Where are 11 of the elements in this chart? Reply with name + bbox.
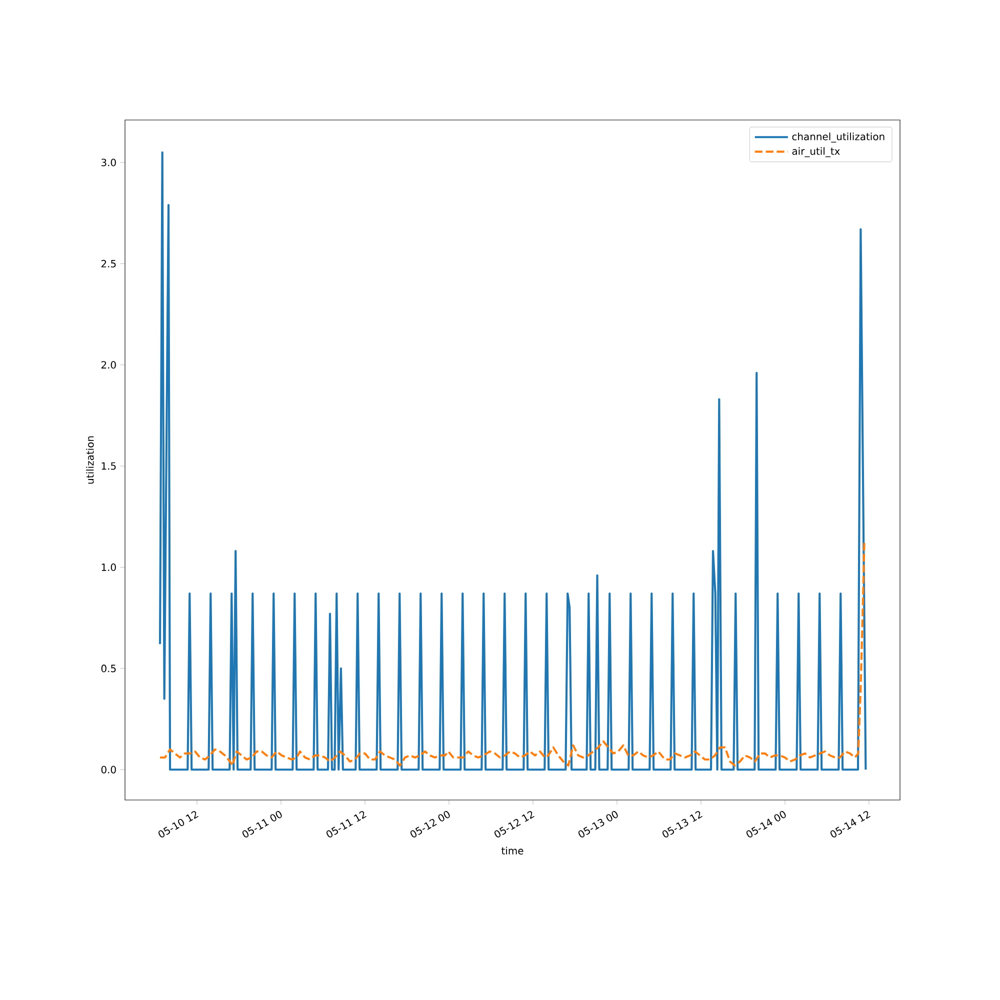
y-tick-label: 2.0 [101,361,116,369]
y-tick-label: 3.0 [101,158,116,166]
legend-label: channel_utilization [792,132,884,143]
y-tick-label: 1.0 [102,563,116,572]
y-tick-label: 1.5 [102,462,116,470]
y-tick-label: 2.5 [101,260,116,268]
legend-label: air_util_tx [792,147,840,158]
y-axis-title: utilization [86,436,94,484]
y-tick-label: 0.0 [101,766,116,774]
y-tick-label: 0.5 [101,664,116,672]
x-axis-title: time [502,846,524,855]
